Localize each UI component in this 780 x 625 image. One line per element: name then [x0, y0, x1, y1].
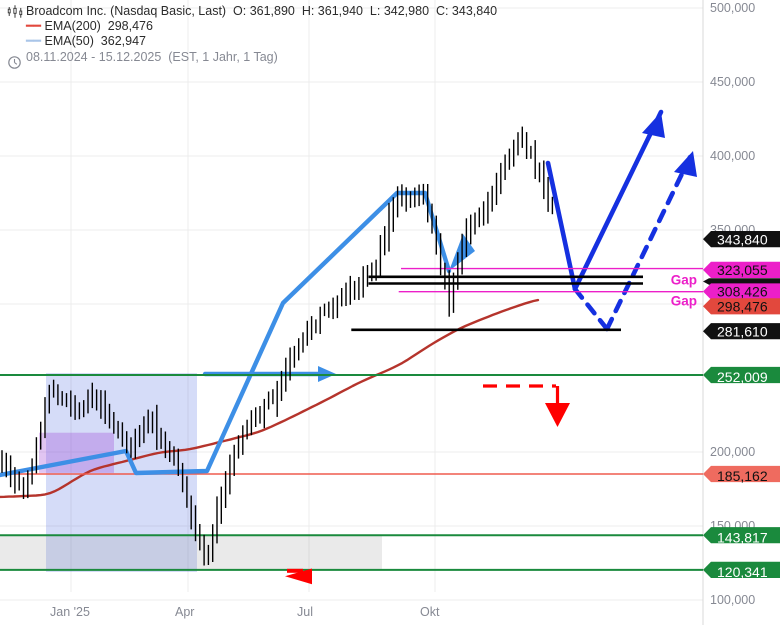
svg-text:200,000: 200,000 — [710, 445, 755, 459]
svg-text:143,817: 143,817 — [717, 529, 768, 545]
svg-text:298,476: 298,476 — [717, 299, 768, 315]
svg-text:343,840: 343,840 — [717, 231, 768, 247]
svg-text:323,055: 323,055 — [717, 262, 768, 278]
svg-text:120,341: 120,341 — [717, 564, 768, 580]
svg-text:450,000: 450,000 — [710, 75, 755, 89]
svg-text:281,610: 281,610 — [717, 323, 768, 339]
svg-text:Gap: Gap — [671, 294, 697, 309]
svg-text:100,000: 100,000 — [710, 593, 755, 607]
svg-text:Gap: Gap — [671, 273, 697, 288]
svg-text:252,009: 252,009 — [717, 369, 768, 385]
svg-text:400,000: 400,000 — [710, 149, 755, 163]
svg-text:500,000: 500,000 — [710, 1, 755, 15]
svg-text:185,162: 185,162 — [717, 468, 768, 484]
svg-text:308,426: 308,426 — [717, 284, 768, 300]
